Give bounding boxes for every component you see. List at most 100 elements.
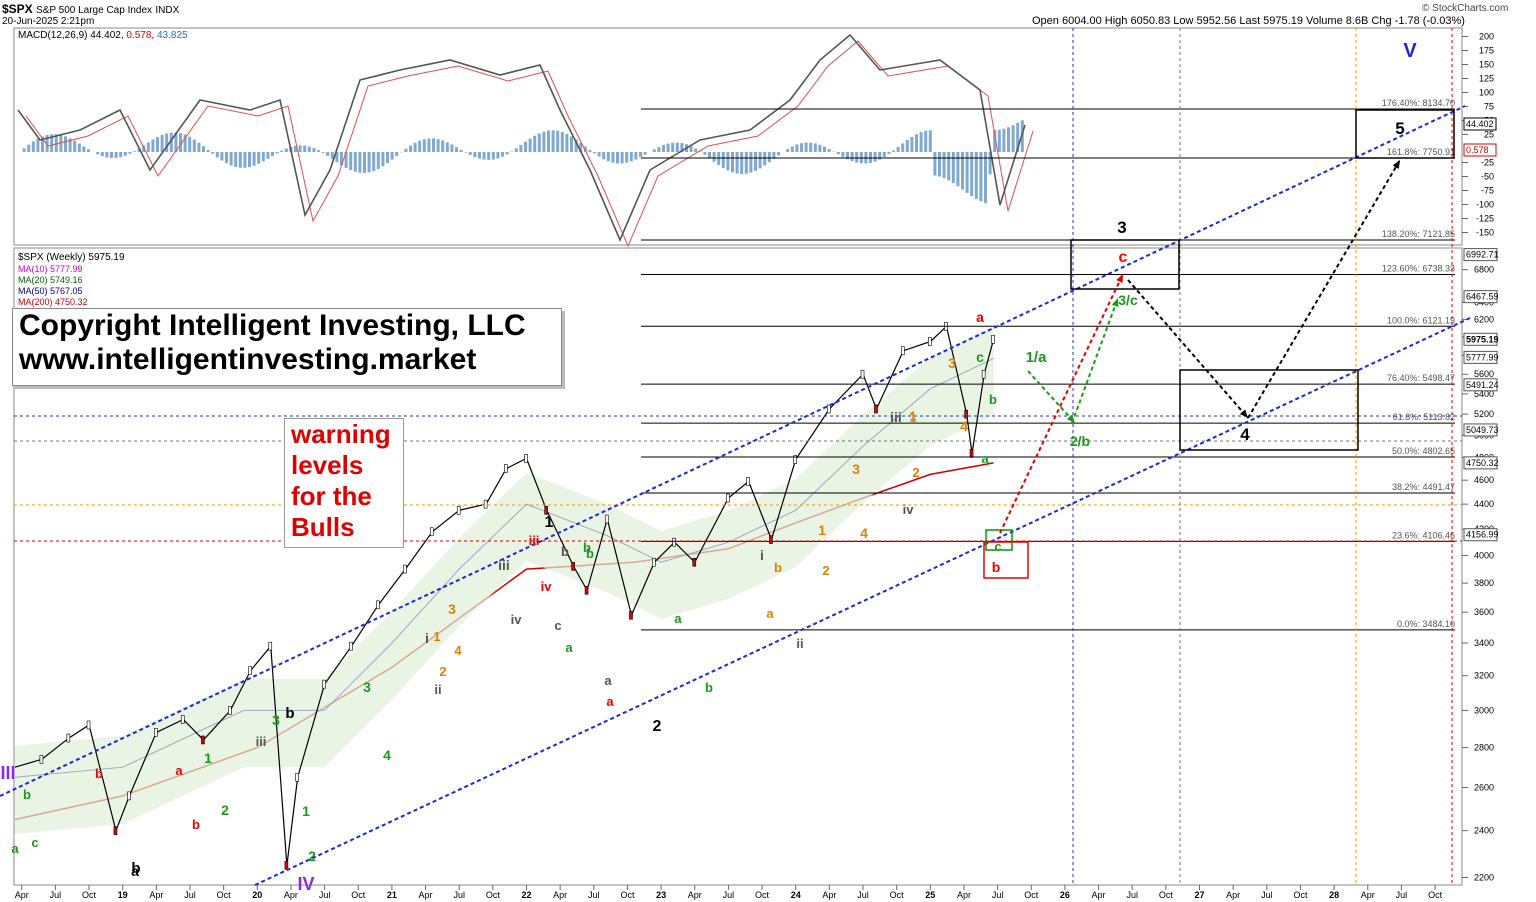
macd-histogram-bar — [192, 139, 196, 152]
macd-histogram-bar — [202, 146, 205, 152]
macd-histogram-bar — [979, 152, 983, 202]
x-tick-label: Jul — [723, 890, 735, 900]
macd-histogram-bar — [100, 152, 104, 157]
x-tick-label: Jul — [588, 890, 600, 900]
price-candle — [39, 754, 44, 764]
macd-histogram-bar — [252, 152, 256, 166]
price-badge — [1463, 332, 1498, 346]
macd-histogram-bar — [579, 142, 583, 152]
price-badge — [1463, 350, 1498, 364]
x-tick-label: 19 — [118, 890, 128, 900]
macd-histogram-bar — [597, 152, 601, 157]
projection-green-2-head — [1111, 298, 1119, 307]
price-badge — [1463, 378, 1498, 392]
price-candle — [860, 369, 865, 379]
wave-label: 2 — [653, 718, 662, 735]
price-candle — [964, 409, 968, 419]
macd-histogram-bar — [772, 152, 776, 159]
macd-histogram-bar — [478, 152, 481, 159]
macd-histogram-bar — [386, 152, 389, 164]
macd-histogram-bar — [156, 136, 159, 152]
price-candle — [692, 557, 697, 567]
macd-histogram-bar — [984, 152, 987, 204]
macd-histogram-bar — [280, 150, 284, 152]
price-tick-label: 2200 — [1474, 873, 1494, 883]
macd-histogram-bar — [666, 143, 670, 152]
macd-histogram-bar — [459, 149, 463, 152]
ichimoku-cloud — [15, 327, 994, 835]
price-tick-label: 4600 — [1474, 475, 1494, 485]
fib-label: 76.40%: 5498.47 — [1387, 373, 1455, 383]
macd-histogram-bar — [303, 145, 307, 152]
price-candle — [604, 514, 609, 524]
macd-histogram-bar — [988, 152, 992, 175]
macd-histogram-bar — [284, 148, 288, 152]
price-candle — [901, 346, 905, 356]
macd-histogram-bar — [179, 133, 182, 152]
macd-histogram-bar — [234, 152, 238, 167]
macd-histogram-bar — [974, 152, 978, 199]
price-tick-label: 5400 — [1474, 389, 1494, 399]
macd-histogram-bar — [41, 136, 44, 152]
price-candle — [991, 335, 995, 344]
macd-histogram-bar — [317, 150, 320, 152]
wave-label: 3 — [363, 679, 371, 695]
macd-histogram-bar — [326, 152, 330, 156]
price-candle — [874, 404, 878, 414]
macd-histogram-bar — [763, 152, 767, 166]
price-tick-label: 6800 — [1474, 265, 1494, 275]
macd-histogram-bar — [36, 138, 40, 152]
projection-green-1 — [1027, 370, 1076, 424]
wave-label: a — [606, 694, 614, 709]
macd-histogram-bar — [836, 152, 840, 155]
macd-histogram-bar — [800, 143, 803, 152]
macd-histogram-bar — [372, 152, 376, 171]
macd-histogram-bar — [841, 152, 845, 157]
price-candle — [544, 505, 548, 515]
macd-histogram-bar — [211, 152, 215, 154]
macd-histogram-bar — [432, 138, 435, 152]
price-candle — [180, 715, 185, 724]
macd-histogram-bar — [970, 152, 974, 197]
x-tick-label: 26 — [1060, 890, 1070, 900]
warning-line-2: levels — [291, 450, 364, 480]
wave-label: 3 — [448, 601, 456, 617]
macd-histogram-bar — [993, 129, 997, 152]
symbol: $SPX — [2, 2, 33, 16]
macd-histogram-bar — [878, 152, 882, 160]
wave-label: 1 — [433, 629, 440, 644]
price-tick-label: 3800 — [1474, 578, 1494, 588]
x-tick-label: Apr — [15, 890, 29, 900]
fib-label: 161.8%: 7750.91 — [1387, 147, 1455, 157]
macd-histogram-bar — [712, 152, 716, 162]
macd-histogram-bar — [754, 152, 757, 171]
wave-label: 2/b — [1070, 433, 1090, 449]
x-tick-label: Apr — [284, 890, 298, 900]
macd-histogram-bar — [846, 152, 849, 160]
macd-histogram-bar — [956, 152, 960, 187]
wave-label: a — [11, 841, 19, 856]
x-tick-label: Oct — [1024, 890, 1039, 900]
price-candle — [981, 369, 986, 379]
wave-label: b — [285, 705, 294, 722]
price-candle — [376, 600, 380, 610]
macd-histogram-bar — [22, 148, 26, 152]
symbol-name: S&P 500 Large Cap Index — [36, 5, 153, 16]
x-tick-label: Jul — [50, 890, 62, 900]
macd-histogram-bar — [27, 144, 31, 152]
wave-label: 4 — [1240, 425, 1250, 444]
macd-histogram-bar — [583, 146, 587, 152]
price-candle — [504, 464, 508, 473]
x-tick-label: Apr — [1092, 890, 1106, 900]
macd-histogram-bar — [335, 152, 339, 163]
macd-badge — [1463, 117, 1497, 131]
wave-label: b — [774, 560, 782, 575]
wave-label: i — [425, 630, 429, 646]
wave-label: iii — [498, 557, 510, 573]
wave-label: 4 — [454, 643, 462, 658]
macd-histogram-bar — [1007, 127, 1010, 152]
copyright-box: Copyright Intelligent Investing, LLC www… — [12, 308, 562, 386]
price-candle — [483, 499, 488, 509]
x-tick-label: Oct — [351, 890, 366, 900]
macd-histogram-bar — [1016, 122, 1020, 152]
